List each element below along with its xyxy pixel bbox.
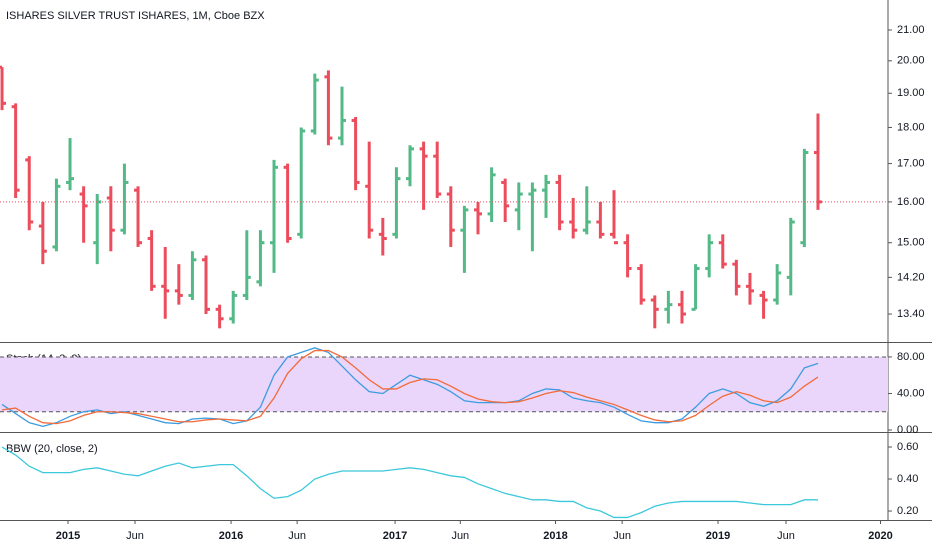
y-tick-label: 21.00 (897, 24, 925, 36)
x-tick-label: Jun (777, 530, 795, 542)
y-tick-label: 13.40 (897, 308, 925, 320)
series-line (1, 446, 818, 519)
y-tick-label: 17.00 (897, 157, 925, 169)
x-tick-label: 2018 (543, 530, 567, 542)
y-tick-label: 14.20 (897, 271, 925, 283)
y-tick-label: 40.00 (897, 387, 925, 399)
series-line (1, 347, 819, 428)
y-tick-label: 15.00 (897, 237, 925, 249)
y-tick-label: 0.40 (897, 473, 918, 485)
panel-title: ISHARES SILVER TRUST ISHARES, 1M, Cboe B… (6, 10, 265, 22)
y-tick-label: 19.00 (897, 87, 925, 99)
y-tick-label: 0.00 (897, 424, 918, 436)
x-tick-label: Jun (613, 530, 631, 542)
x-tick-label: Jun (126, 530, 144, 542)
x-tick-label: 2016 (219, 530, 243, 542)
y-tick-label: 18.00 (897, 121, 925, 133)
x-tick-label: Jun (288, 530, 306, 542)
series-line (1, 349, 819, 425)
y-tick-label: 0.60 (897, 441, 918, 453)
y-tick-label: 16.00 (897, 196, 925, 208)
y-tick-label: 0.20 (897, 505, 918, 517)
x-tick-label: 2020 (868, 530, 892, 542)
x-tick-label: 2015 (56, 530, 80, 542)
x-tick-label: 2019 (706, 530, 730, 542)
band-fill (0, 356, 888, 412)
panel-title: BBW (20, close, 2) (6, 443, 98, 455)
x-tick-label: 2017 (383, 530, 407, 542)
y-tick-label: 80.00 (897, 351, 925, 363)
x-tick-label: Jun (451, 530, 469, 542)
y-tick-label: 20.00 (897, 55, 925, 67)
